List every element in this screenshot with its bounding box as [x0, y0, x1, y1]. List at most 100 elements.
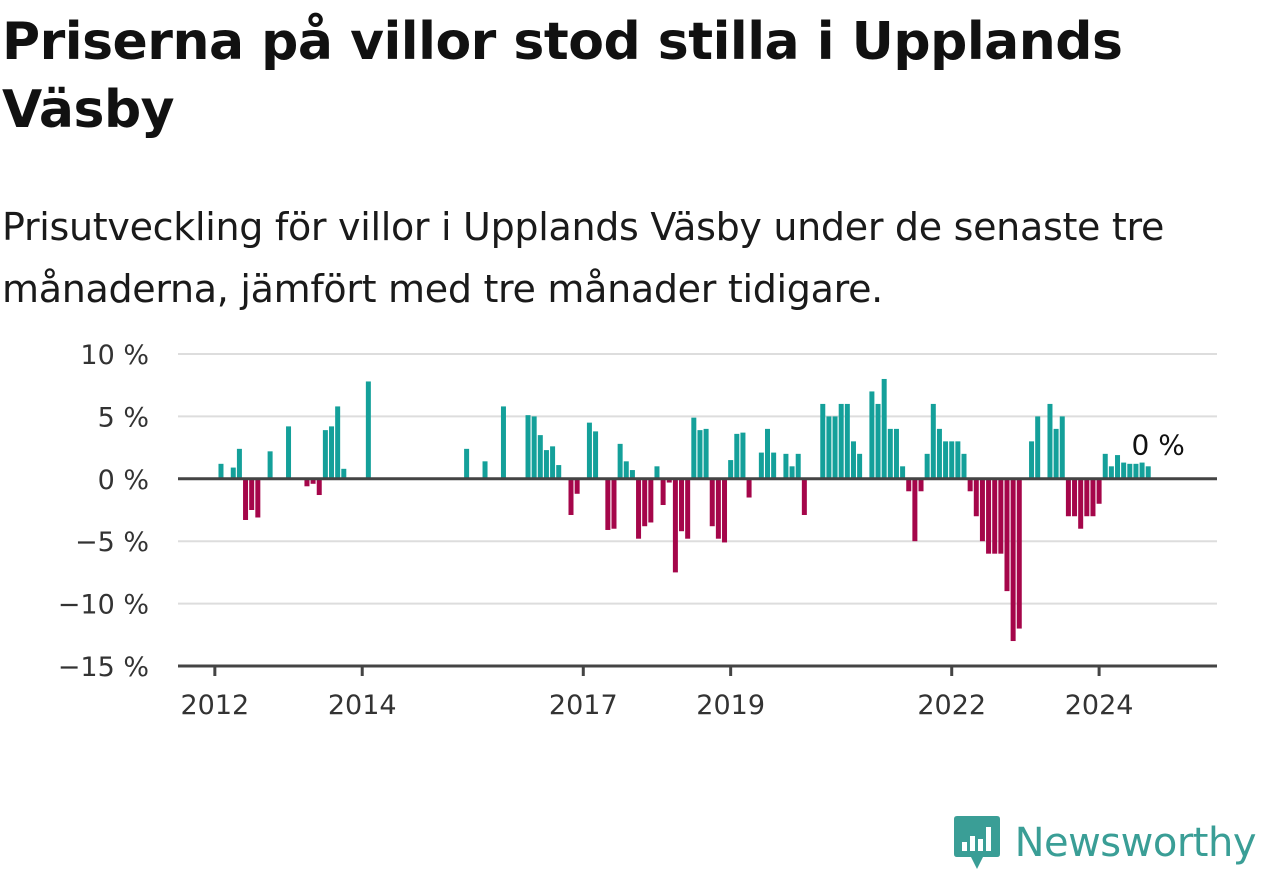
bar [1090, 478, 1096, 517]
bar [740, 432, 746, 479]
y-tick-label: 10 % [80, 340, 149, 371]
bar [967, 478, 973, 492]
bar [1145, 466, 1151, 479]
bar [758, 452, 764, 479]
bar [906, 478, 912, 492]
bar [679, 478, 685, 532]
bar [850, 441, 856, 479]
bar [722, 478, 728, 543]
gridlines [178, 353, 1217, 605]
bar [900, 466, 906, 479]
bar [623, 461, 629, 479]
bar [543, 450, 549, 479]
bar [654, 466, 660, 479]
bar [961, 453, 967, 479]
bar [1053, 428, 1059, 479]
bar [672, 478, 678, 573]
bar [525, 415, 531, 479]
bar [992, 478, 998, 554]
bar [1127, 463, 1133, 479]
bar [1115, 455, 1121, 479]
x-axis-tick-labels: 2012 2014 2017 2019 2022 2024 [180, 690, 1133, 721]
bar [1133, 463, 1139, 479]
bar [218, 463, 224, 479]
bar [286, 426, 292, 479]
bars [218, 378, 1151, 642]
x-tick-label: 2019 [696, 690, 765, 721]
bar [574, 478, 580, 494]
bar [1004, 478, 1010, 592]
bar [1035, 416, 1041, 479]
last-value-label: 0 % [1132, 428, 1185, 461]
brand-name: Newsworthy [1014, 820, 1257, 866]
bar [1065, 478, 1071, 517]
bar [568, 478, 574, 515]
bar [1078, 478, 1084, 529]
bar [734, 433, 740, 479]
bar [1059, 416, 1065, 479]
bar [746, 478, 752, 498]
bar [691, 417, 697, 479]
bar [1029, 441, 1035, 479]
bar [893, 428, 899, 479]
bar [943, 441, 949, 479]
bar [236, 448, 242, 479]
bar [1139, 462, 1145, 479]
bar [832, 416, 838, 479]
bar [918, 478, 924, 492]
bar [335, 406, 341, 479]
bar [709, 478, 715, 527]
bar [243, 478, 249, 520]
bar [875, 403, 881, 479]
bar [1102, 453, 1108, 479]
bar [844, 403, 850, 479]
y-tick-label: −15 % [58, 652, 149, 683]
bar [316, 478, 322, 496]
bar [500, 406, 506, 479]
bar [249, 478, 255, 510]
bar [715, 478, 721, 539]
x-tick-label: 2022 [917, 690, 986, 721]
bar [666, 478, 672, 483]
bar [771, 452, 777, 479]
bar [1108, 466, 1114, 479]
bar [230, 467, 236, 479]
bar [1072, 478, 1078, 517]
bar [869, 391, 875, 479]
bar [795, 453, 801, 479]
bar [556, 465, 562, 479]
bar [611, 478, 617, 529]
bar [998, 478, 1004, 554]
bar [955, 441, 961, 479]
bar [636, 478, 642, 539]
bar [881, 378, 887, 479]
chart-title: Priserna på villor stod stilla i Uppland… [2, 12, 1123, 140]
y-tick-label: −10 % [58, 590, 149, 621]
bar [979, 478, 985, 542]
x-tick-label: 2014 [328, 690, 397, 721]
bar [728, 460, 734, 479]
bar [838, 403, 844, 479]
bar [1084, 478, 1090, 517]
bar [642, 478, 648, 527]
bar [986, 478, 992, 554]
bar [703, 428, 709, 479]
bar [973, 478, 979, 517]
bar [783, 453, 789, 479]
bar [826, 416, 832, 479]
axes [178, 477, 1217, 676]
bar [660, 478, 666, 506]
bar [531, 416, 537, 479]
bar [550, 446, 556, 479]
bar [365, 381, 371, 479]
bar [685, 478, 691, 539]
bar [310, 478, 316, 484]
bar [464, 448, 470, 479]
bar [267, 451, 273, 479]
bar [537, 435, 543, 479]
chart-subtitle: Prisutveckling för villor i Upplands Väs… [2, 205, 1165, 311]
bar [586, 422, 592, 479]
y-tick-label: 0 % [98, 465, 149, 496]
bar [949, 441, 955, 479]
bar [1096, 478, 1102, 504]
